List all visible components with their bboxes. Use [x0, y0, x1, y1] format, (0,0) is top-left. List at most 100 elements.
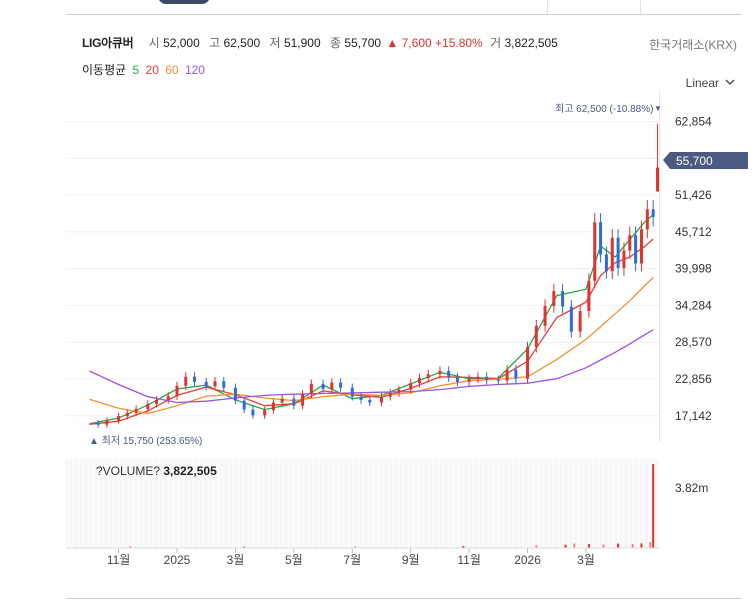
- volume-bar: [602, 544, 605, 548]
- candle-body: [656, 167, 660, 192]
- candle-body: [616, 237, 620, 268]
- volume-axis-label: 3.82m: [675, 481, 708, 495]
- y-tick-label: 28,570: [675, 335, 712, 349]
- candle-body: [155, 399, 159, 404]
- y-tick-label: 51,426: [675, 188, 712, 202]
- volume-bar: [573, 543, 576, 548]
- current-price-value: 55,700: [676, 154, 713, 168]
- x-tick-label: 7월: [343, 553, 361, 567]
- volume-value: 3,822,505: [504, 36, 558, 50]
- volume-bar: [564, 544, 567, 548]
- candle-body: [193, 376, 197, 382]
- candle-body: [604, 254, 608, 272]
- ma-line-60: [89, 277, 654, 415]
- x-tick-label: 11월: [457, 553, 481, 567]
- ma-5[interactable]: 5: [132, 63, 140, 77]
- price-grid: [66, 92, 660, 442]
- candle-body: [397, 389, 401, 393]
- x-tick-label: 11월: [107, 553, 131, 567]
- y-tick-label: 39,998: [675, 262, 712, 276]
- ma-line-20: [89, 238, 654, 426]
- candle-body: [467, 378, 471, 382]
- scale-dropdown[interactable]: Linear: [686, 76, 735, 90]
- change-percent: +15.80%: [435, 36, 483, 50]
- ma-20[interactable]: 20: [145, 63, 159, 77]
- candle-body: [321, 383, 325, 390]
- candle-body: [426, 374, 430, 379]
- candle-body: [379, 396, 383, 403]
- volume-panel-value: 3,822,505: [163, 464, 217, 478]
- ma-120[interactable]: 120: [184, 63, 205, 77]
- min-price-annotation: ▲ 최저 15,750 (253.65%): [89, 435, 202, 447]
- candle-body: [561, 291, 565, 307]
- max-price-annotation: 최고 62,500 (-10.88%): [555, 103, 653, 115]
- candle-body: [292, 398, 296, 406]
- candle-body: [242, 400, 246, 410]
- candle-body: [409, 383, 413, 390]
- candle-body: [476, 376, 480, 379]
- time-axis: 11월 2025 3월 5월 7월 9월 11월 2026 3월: [66, 547, 659, 567]
- low-label: 저: [269, 36, 281, 50]
- open-label: 시: [148, 36, 160, 50]
- y-tick-label: 34,284: [675, 298, 712, 312]
- x-tick-label: 9월: [402, 553, 420, 567]
- candle-body: [184, 376, 188, 386]
- candle-body: [485, 376, 489, 380]
- toolbar-divider: [640, 0, 641, 14]
- max-annotation: 최고 62,500 (-10.88%) ▼: [555, 103, 662, 115]
- candle-body: [233, 387, 237, 401]
- volume-label: 거: [490, 36, 502, 50]
- period-tab-active[interactable]: [158, 0, 210, 4]
- candle-body: [569, 306, 573, 332]
- volume-bar: [640, 543, 643, 548]
- x-tick-label: 2026: [514, 553, 541, 567]
- high-value: 62,500: [223, 36, 261, 50]
- candle-body: [622, 250, 626, 268]
- low-value: 51,900: [283, 36, 321, 50]
- ma-60[interactable]: 60: [165, 63, 179, 77]
- candle-body: [514, 369, 518, 379]
- x-tick-label: 2025: [164, 553, 191, 567]
- top-divider: [66, 14, 741, 15]
- candle-body: [455, 377, 459, 382]
- current-price-tag: 55,700: [663, 152, 748, 169]
- candle-body: [388, 392, 392, 397]
- moving-average-lines: [89, 214, 654, 426]
- volume-bar: [587, 544, 590, 548]
- candle-body: [251, 409, 255, 416]
- candle-body: [645, 209, 649, 230]
- y-tick-label: 17,142: [675, 409, 712, 423]
- change-value: ▲ 7,600: [386, 36, 432, 50]
- candle-body: [628, 235, 632, 251]
- candle-body: [105, 420, 109, 425]
- candle-body: [213, 381, 217, 387]
- toolbar-divider: [547, 0, 548, 14]
- candle-body: [125, 412, 129, 417]
- price-summary: LIG아큐버 시 52,000 고 62,500 저 51,900 종 55,7…: [82, 34, 560, 51]
- candle-body: [599, 222, 603, 255]
- chevron-down-icon: [725, 74, 735, 88]
- candle-body: [204, 381, 208, 387]
- price-candles: [96, 123, 660, 428]
- candle-body: [587, 280, 591, 312]
- candle-body: [96, 423, 100, 425]
- volume-bar: [535, 545, 538, 548]
- candle-body: [496, 379, 500, 381]
- volume-bars: [65, 458, 659, 548]
- candle-body: [543, 305, 547, 326]
- candle-body: [651, 209, 655, 218]
- stock-name: LIG아큐버: [82, 36, 134, 50]
- candle-body: [634, 235, 638, 264]
- candle-body: [146, 403, 150, 409]
- candle-body: [280, 398, 284, 403]
- candle-body: [593, 222, 597, 281]
- close-value: 55,700: [344, 36, 382, 50]
- candle-body: [417, 378, 421, 384]
- volume-bar: [129, 546, 132, 548]
- y-tick-label: 62,854: [675, 114, 712, 128]
- x-tick-label: 3월: [577, 553, 595, 567]
- candle-body: [526, 347, 530, 379]
- candle-body: [166, 396, 170, 400]
- candle-body: [271, 402, 275, 411]
